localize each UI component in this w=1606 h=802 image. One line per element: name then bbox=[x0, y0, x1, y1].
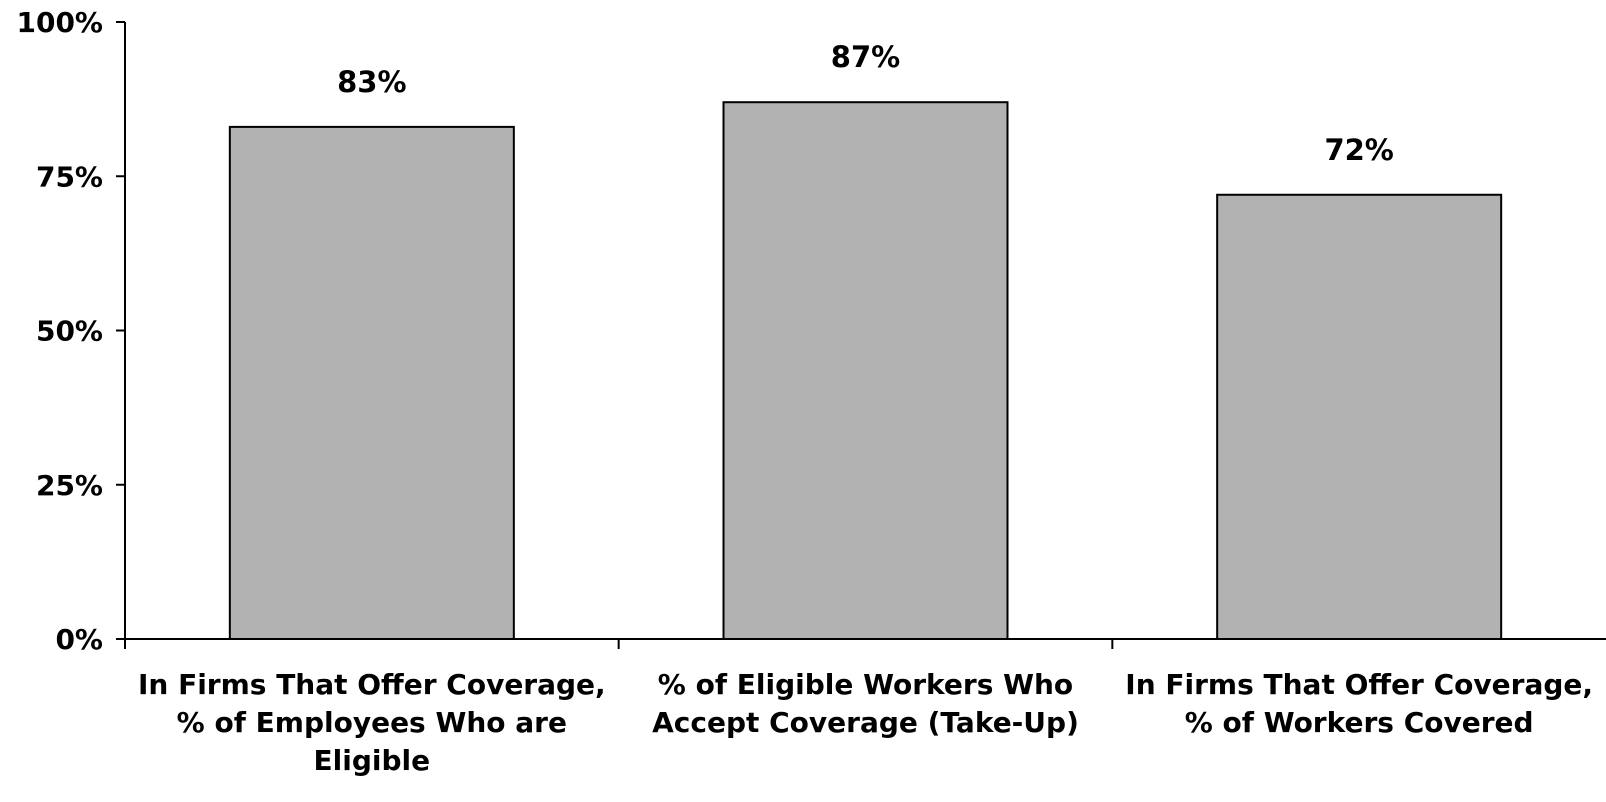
y-tick-label-0: 0% bbox=[55, 623, 103, 656]
y-tick-label-3: 75% bbox=[36, 160, 103, 193]
y-tick-label-1: 25% bbox=[36, 469, 103, 502]
y-tick-label-4: 100% bbox=[16, 6, 103, 39]
bar-0 bbox=[228, 125, 515, 640]
bar-1 bbox=[722, 101, 1009, 640]
y-tick-label-2: 50% bbox=[36, 315, 103, 348]
category-label-2: In Firms That Offer Coverage, % of Worke… bbox=[1125, 668, 1594, 739]
category-label-1: % of Eligible Workers Who Accept Coverag… bbox=[652, 668, 1079, 739]
bar-2 bbox=[1216, 193, 1503, 640]
data-label-2: 72% bbox=[1324, 133, 1393, 167]
data-label-1: 87% bbox=[831, 40, 900, 74]
category-label-0: In Firms That Offer Coverage, % of Emplo… bbox=[137, 668, 606, 777]
data-label-0: 83% bbox=[337, 65, 406, 99]
